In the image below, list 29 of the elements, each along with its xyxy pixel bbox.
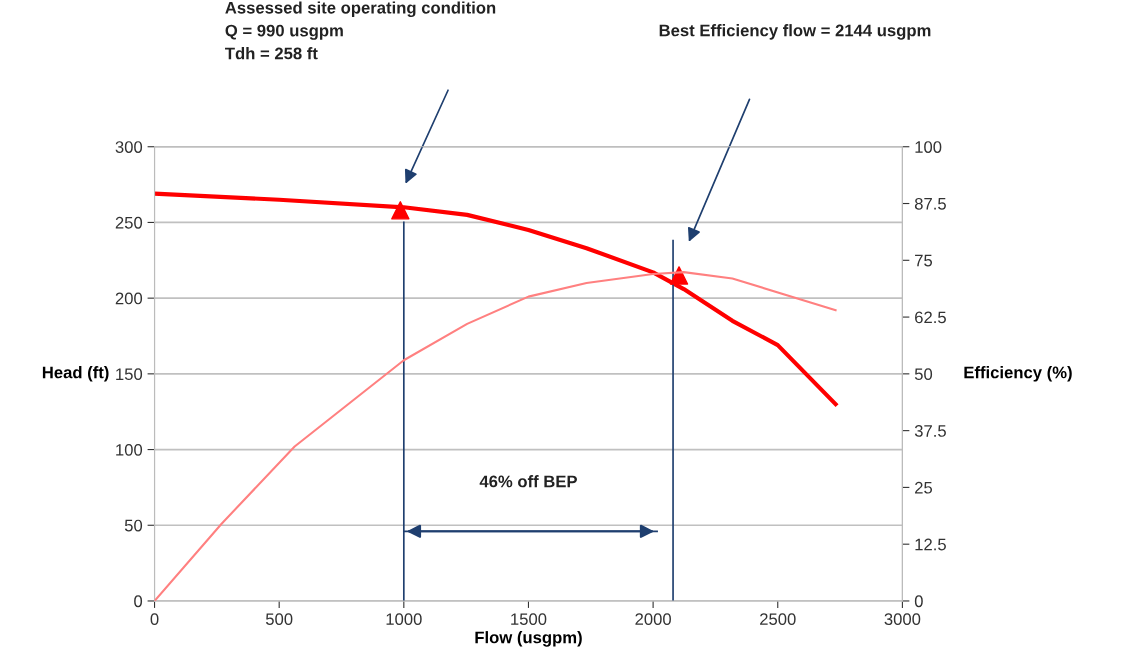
y2-tick-label: 50 (914, 368, 933, 381)
x-axis-title: Flow (usgpm) (475, 631, 582, 647)
x-tick-label: 0 (150, 613, 159, 626)
x-tick-label: 2500 (760, 613, 796, 626)
y2-tick-label: 12.5 (915, 538, 946, 551)
y2-tick-label: 37.5 (914, 425, 946, 437)
y-tick-label: 50 (124, 519, 143, 532)
y2-tick-label: 100 (915, 141, 942, 153)
y-axis-title: Head (ft) (42, 366, 109, 382)
y2-tick-label: 0 (914, 595, 923, 608)
y2-axis-title: Efficiency (%) (964, 366, 1072, 382)
y-tick-label: 0 (134, 595, 143, 608)
annotation: 46% off BEP (479, 475, 577, 488)
text: Assessed site operating condition Q = 990 usgpm Tdh = 258 ft (225, 1, 496, 60)
text: Best Efficiency flow = 2144 usgpm (659, 24, 931, 40)
x-tick-label: 3000 (884, 613, 921, 626)
y-tick-label: 100 (116, 443, 143, 456)
x-tick-label: 2000 (635, 613, 671, 626)
y-tick-label: 200 (115, 292, 143, 305)
x-tick-label: 1500 (511, 613, 547, 626)
x-tick-label: 500 (265, 613, 293, 626)
y-tick-label: 300 (115, 141, 143, 153)
y2-tick-label: 87.5 (914, 197, 946, 210)
y2-tick-label: 25 (915, 481, 933, 494)
y2-tick-label: 62.5 (915, 311, 946, 324)
y-tick-label: 250 (115, 216, 143, 229)
y2-tick-label: 75 (915, 254, 933, 267)
y-tick-label: 150 (116, 368, 143, 381)
x-tick-label: 1000 (386, 613, 422, 626)
